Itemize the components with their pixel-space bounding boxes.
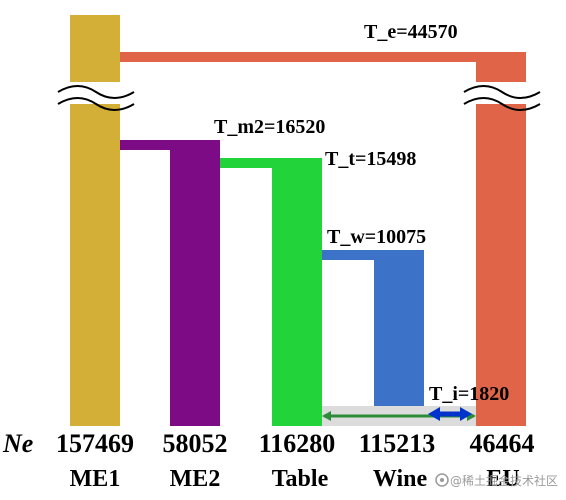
- watermark-text: @稀土掘金技术社区: [450, 473, 558, 488]
- wine-bar: [374, 250, 424, 426]
- t-i-label: T_i=1820: [429, 383, 509, 405]
- table-name: Table: [272, 466, 329, 492]
- me1-name: ME1: [70, 466, 121, 492]
- table-split-connector: [220, 158, 322, 168]
- migration-blue-arrow: [428, 407, 472, 421]
- me2-ne-value: 58052: [163, 429, 228, 458]
- wine-split-connector: [322, 250, 424, 260]
- t-e-label: T_e=44570: [364, 21, 458, 43]
- axis-break-right: [463, 82, 541, 111]
- me1-ne-value: 157469: [56, 429, 134, 458]
- ne-label: Ne: [2, 429, 33, 458]
- table-ne-value: 116280: [259, 429, 336, 458]
- t-m2-label: T_m2=16520: [214, 116, 325, 138]
- eu-name: EU: [486, 466, 519, 492]
- eu-bar: [476, 52, 526, 426]
- eu-split-connector: [120, 52, 476, 62]
- axis-break-left: [57, 82, 135, 111]
- wine-ne-value: 115213: [359, 429, 436, 458]
- me1-bar: [70, 15, 120, 426]
- t-w-label: T_w=10075: [327, 226, 426, 248]
- eu-ne-value: 46464: [470, 429, 535, 458]
- me2-name: ME2: [170, 466, 221, 492]
- me2-bar: [170, 140, 220, 426]
- table-bar: [272, 158, 322, 426]
- t-t-label: T_t=15498: [325, 148, 416, 170]
- wine-name: Wine: [373, 466, 428, 492]
- watermark-logo-icon: [435, 473, 449, 487]
